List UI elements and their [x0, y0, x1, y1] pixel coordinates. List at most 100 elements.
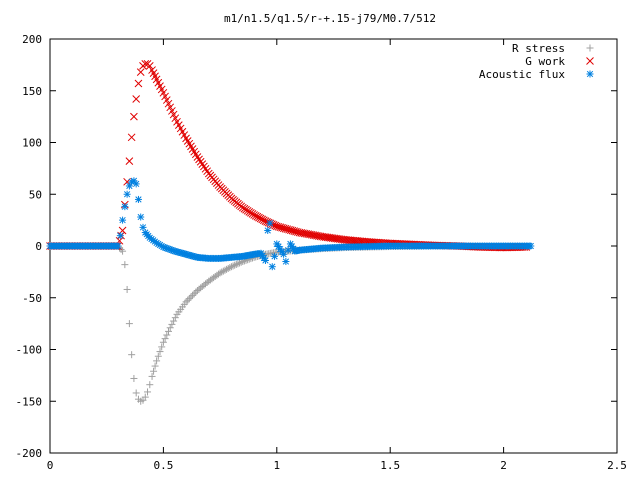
series-acoustic-flux — [46, 177, 535, 271]
data-point — [132, 389, 140, 397]
data-point — [261, 256, 269, 264]
marker-stroke — [182, 134, 190, 143]
marker-stroke — [134, 79, 143, 88]
data-point — [141, 59, 150, 68]
data-point — [190, 290, 198, 298]
y-tick-label: -200 — [16, 447, 43, 460]
marker-stroke — [137, 213, 144, 221]
data-point — [219, 267, 227, 275]
data-point — [144, 388, 152, 396]
data-point — [128, 351, 136, 359]
marker-stroke — [133, 180, 140, 188]
marker-stroke — [188, 145, 197, 153]
marker-stroke — [279, 224, 288, 233]
marker-stroke — [157, 85, 166, 94]
marker-stroke — [162, 96, 171, 104]
data-point — [268, 263, 276, 271]
marker-stroke — [193, 153, 202, 161]
marker-stroke — [125, 157, 134, 165]
marker-stroke — [166, 103, 175, 112]
y-tick-label: 50 — [29, 188, 42, 201]
data-point — [234, 260, 242, 268]
marker-stroke — [159, 88, 168, 97]
marker-stroke — [161, 92, 169, 101]
data-point — [227, 263, 235, 271]
data-point — [166, 324, 174, 332]
marker-stroke — [271, 221, 280, 230]
marker-stroke — [586, 70, 594, 78]
marker-stroke — [256, 214, 265, 223]
series-layer — [46, 59, 535, 405]
marker-stroke — [145, 62, 154, 70]
marker-stroke — [263, 218, 271, 226]
marker-stroke — [139, 224, 147, 231]
marker-stroke — [269, 221, 278, 229]
marker-stroke — [187, 142, 195, 151]
marker-stroke — [275, 243, 282, 250]
marker-stroke — [269, 263, 276, 270]
data-point — [221, 266, 229, 274]
marker-stroke — [196, 157, 205, 166]
data-point — [127, 133, 136, 142]
data-point — [148, 372, 156, 380]
data-point — [114, 242, 122, 250]
data-point — [527, 242, 535, 250]
data-point — [123, 285, 131, 293]
data-point — [132, 95, 141, 103]
marker-stroke — [276, 223, 285, 232]
data-point — [218, 268, 226, 276]
data-point — [189, 291, 197, 299]
marker-stroke — [277, 245, 284, 253]
data-point — [171, 314, 179, 322]
data-point — [125, 320, 133, 328]
marker-stroke — [169, 110, 178, 119]
marker-stroke — [272, 222, 281, 231]
data-point — [156, 348, 164, 356]
marker-stroke — [149, 69, 158, 78]
marker-stroke — [282, 258, 290, 265]
data-point — [141, 393, 149, 401]
marker-stroke — [130, 112, 138, 121]
data-point — [271, 252, 279, 260]
data-point — [119, 216, 127, 224]
marker-stroke — [286, 226, 295, 235]
data-point — [170, 317, 178, 325]
marker-stroke — [288, 226, 297, 235]
data-point — [223, 265, 231, 273]
data-point — [185, 295, 193, 303]
marker-stroke — [250, 211, 258, 219]
marker-stroke — [173, 117, 181, 126]
data-point — [130, 374, 138, 382]
marker-stroke — [527, 242, 534, 250]
marker-stroke — [203, 167, 211, 176]
marker-stroke — [127, 133, 136, 142]
data-point — [153, 357, 161, 365]
y-tick-label: 200 — [22, 33, 42, 46]
data-point — [226, 264, 234, 272]
data-point — [130, 112, 138, 121]
marker-stroke — [259, 252, 266, 259]
marker-stroke — [290, 227, 299, 235]
marker-stroke — [285, 225, 293, 234]
marker-stroke — [258, 215, 267, 224]
marker-stroke — [287, 240, 294, 248]
marker-stroke — [121, 203, 128, 210]
marker-stroke — [201, 164, 210, 173]
marker-stroke — [135, 196, 142, 203]
data-point — [121, 261, 129, 269]
data-point — [168, 320, 176, 328]
marker-stroke — [257, 250, 265, 257]
legend-label: Acoustic flux — [479, 68, 565, 81]
marker-stroke — [283, 225, 292, 234]
data-point — [161, 335, 169, 343]
marker-stroke — [278, 223, 286, 232]
x-tick-label: 2.5 — [607, 459, 627, 472]
data-point — [134, 195, 142, 203]
marker-stroke — [255, 213, 263, 222]
marker-stroke — [281, 224, 290, 233]
marker-stroke — [151, 72, 159, 81]
marker-stroke — [171, 114, 180, 123]
marker-stroke — [288, 243, 296, 250]
y-axis: 200 150 100 50 0 -50 -100 -150 -200 — [16, 33, 617, 460]
